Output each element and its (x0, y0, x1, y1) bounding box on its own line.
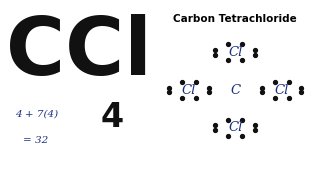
Text: = 32: = 32 (23, 136, 48, 145)
Text: Cl: Cl (228, 46, 242, 59)
Text: CCl: CCl (6, 14, 152, 92)
Text: Cl: Cl (182, 84, 196, 96)
Text: Cl: Cl (275, 84, 289, 96)
Text: C: C (230, 84, 240, 96)
Text: 4: 4 (101, 101, 124, 134)
Text: 4 + 7(4): 4 + 7(4) (15, 110, 58, 119)
Text: Carbon Tetrachloride: Carbon Tetrachloride (173, 14, 297, 24)
Text: Cl: Cl (228, 121, 242, 134)
